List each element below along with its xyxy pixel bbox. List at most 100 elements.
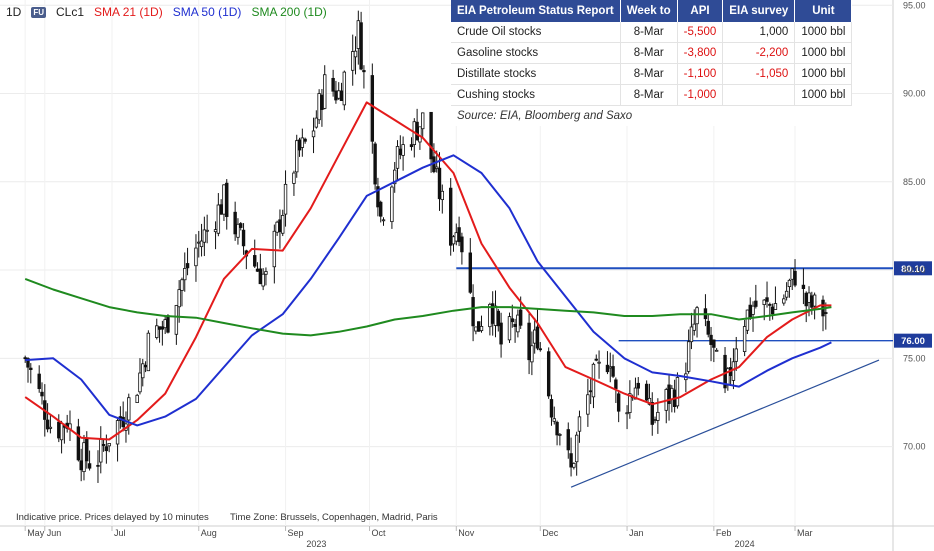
eia-cell: 1000 bbl — [794, 22, 853, 43]
candle-down — [804, 292, 808, 307]
candle-up — [107, 442, 111, 447]
timezone-note: Time Zone: Brussels, Copenhagen, Madrid,… — [230, 512, 438, 523]
level-label: 76.00 — [901, 336, 925, 347]
candle-down — [706, 320, 710, 335]
candle-up — [261, 273, 265, 287]
legend-sma21[interactable]: SMA 21 (1D) — [94, 5, 163, 19]
eia-header-2: API — [677, 0, 724, 22]
x-tick-label: Jul — [114, 528, 126, 538]
candle-up — [146, 332, 151, 372]
candle-up — [141, 363, 145, 379]
eia-cell: -5,500 — [677, 22, 724, 43]
legend-sma50[interactable]: SMA 50 (1D) — [172, 5, 242, 19]
eia-cell: Gasoline stocks — [451, 42, 621, 64]
candle-up — [790, 268, 794, 280]
candle-up — [356, 20, 361, 49]
eia-source: Source: EIA, Bloomberg and Saxo — [457, 110, 633, 122]
candle-down — [535, 326, 540, 349]
candle-down — [510, 318, 514, 323]
eia-cell: -1,000 — [677, 84, 724, 106]
candle-down — [258, 268, 263, 285]
candle-up — [180, 279, 184, 291]
x-tick-label: Nov — [458, 528, 475, 538]
candle-down — [555, 421, 559, 436]
x-tick-label: Dec — [542, 528, 559, 538]
timeframe-label[interactable]: 1D — [6, 5, 22, 19]
candle-up — [751, 305, 755, 315]
candle-down — [339, 90, 344, 102]
chart-legend: 1D FU CLc1 SMA 21 (1D) SMA 50 (1D) SMA 2… — [6, 5, 327, 19]
eia-cell: 8-Mar — [620, 63, 678, 85]
candle-down — [278, 219, 282, 233]
candle-down — [566, 429, 570, 451]
candle-up — [381, 219, 386, 222]
candle-up — [177, 289, 181, 308]
candle-down — [297, 139, 302, 151]
candle-up — [216, 204, 221, 234]
candle-down — [376, 186, 380, 208]
candle-down — [45, 419, 50, 430]
candle-down — [768, 303, 772, 306]
candle-up — [138, 372, 142, 393]
candle-down — [370, 75, 375, 142]
candle-down — [362, 70, 366, 73]
candle-up — [742, 326, 747, 352]
candle-down — [23, 357, 27, 360]
candle-down — [460, 236, 464, 253]
level-badge — [894, 333, 932, 348]
candle-down — [101, 444, 106, 446]
candle-up — [311, 130, 316, 138]
candle-down — [225, 182, 229, 217]
candle-down — [793, 270, 797, 286]
candle-up — [597, 361, 601, 364]
candle-down — [57, 421, 61, 439]
eia-row: Cushing stocks 8-Mar -1,000 1000 bbl — [451, 84, 853, 106]
candle-up — [530, 345, 534, 363]
candle-up — [812, 294, 817, 307]
candle-down — [709, 334, 713, 345]
candle-down — [373, 143, 377, 185]
candle-down — [546, 351, 551, 397]
candle-up — [317, 93, 321, 121]
candle-up — [454, 232, 458, 242]
candle-down — [644, 383, 649, 401]
x-tick-label: Sep — [288, 528, 304, 538]
candle-down — [255, 268, 260, 272]
candle-up — [401, 144, 405, 156]
candle-up — [773, 303, 778, 310]
candle-up — [292, 172, 296, 184]
candle-up — [199, 240, 204, 248]
candle-up — [183, 268, 187, 281]
sma200-line — [24, 277, 832, 337]
candle-down — [765, 297, 769, 302]
legend-sma200[interactable]: SMA 200 (1D) — [251, 5, 327, 19]
candle-down — [331, 77, 335, 92]
x-tick-label: Mar — [797, 528, 813, 538]
eia-cell: -1,100 — [677, 63, 724, 85]
candle-up — [421, 112, 425, 130]
candle-up — [572, 463, 576, 468]
symbol-label[interactable]: CLc1 — [56, 5, 85, 19]
candle-up — [353, 50, 358, 58]
candle-up — [516, 314, 520, 333]
candle-down — [185, 263, 190, 269]
candle-up — [264, 271, 268, 275]
candle-up — [395, 146, 400, 169]
candle-up — [633, 387, 638, 400]
candle-up — [163, 319, 167, 329]
eia-row: Distillate stocks 8-Mar -1,100 -1,050 1000 b… — [451, 63, 853, 85]
eia-cell: 1000 bbl — [794, 42, 853, 64]
support-trendline — [570, 359, 880, 488]
eia-cell: 8-Mar — [620, 22, 678, 43]
x-tick-label: Feb — [716, 528, 732, 538]
eia-cell: Cushing stocks — [451, 84, 621, 106]
candle-up — [393, 169, 397, 185]
candle-up — [155, 325, 159, 338]
eia-cell: Crude Oil stocks — [451, 22, 621, 43]
eia-cell: -2,200 — [722, 42, 796, 64]
candle-up — [670, 387, 674, 400]
x-tick-label: Jun — [47, 528, 62, 538]
eia-header-4: Unit — [794, 0, 853, 22]
candle-up — [205, 229, 209, 232]
eia-cell: 8-Mar — [620, 42, 678, 64]
